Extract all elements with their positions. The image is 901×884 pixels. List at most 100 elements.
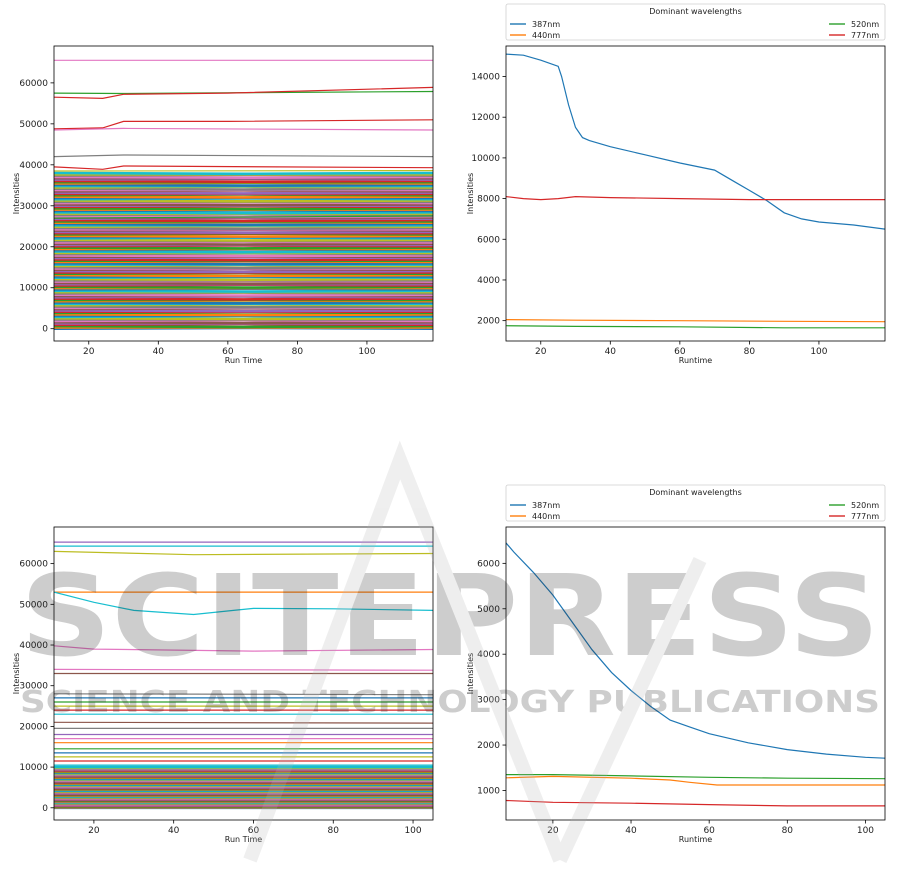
x-tick-label: 80 — [292, 347, 304, 357]
charts-layer: 20 40 60 80 10001000020000300004000050000600… — [12, 3, 886, 844]
legend-entry-520nm: 520nm — [851, 501, 879, 510]
band-line — [54, 320, 433, 325]
x-tick-label: 80 — [328, 826, 340, 836]
x-tick-label: 60 — [674, 347, 686, 357]
x-axis-label: Run Time — [225, 835, 263, 844]
axes-frame — [53, 526, 434, 821]
band-line — [54, 313, 433, 317]
band-line — [54, 195, 433, 199]
series-line — [54, 645, 433, 652]
y-tick-label: 6000 — [477, 559, 500, 569]
y-tick-label: 60000 — [19, 79, 48, 89]
watermark-chevron-stroke — [553, 557, 707, 863]
series-line-440nm — [506, 319, 885, 323]
band-line — [54, 199, 433, 203]
band-line — [54, 218, 433, 223]
band-line — [54, 234, 433, 238]
series-line — [54, 127, 433, 131]
band-line — [54, 226, 433, 231]
watermark-main-text: SCITEPRESS — [20, 552, 880, 682]
legend-entry-387nm: 387nm — [532, 20, 560, 29]
x-tick-label: 40 — [605, 347, 617, 357]
y-tick-label: 12000 — [471, 113, 500, 123]
x-tick-label: 40 — [625, 826, 637, 836]
series-line-777nm — [506, 195, 885, 201]
band-line — [54, 222, 433, 227]
band-line — [54, 254, 433, 258]
band-line — [54, 262, 433, 266]
band-line — [54, 179, 433, 184]
band-line — [54, 301, 433, 305]
y-tick-label: 8000 — [477, 195, 500, 205]
legend: Dominant wavelengths 387nm 440nm 520nm 777nm — [505, 484, 886, 522]
band-line — [54, 273, 433, 278]
series-line — [54, 215, 433, 219]
y-axis-label: Intensities — [466, 173, 475, 214]
axes-frame — [53, 45, 434, 342]
y-tick-label: 5000 — [477, 605, 500, 615]
legend-title: Dominant wavelengths — [649, 7, 742, 16]
x-tick-label: 20 — [535, 347, 547, 357]
y-tick-label: 3000 — [477, 696, 500, 706]
x-axis-label: Run Time — [225, 356, 263, 365]
legend: Dominant wavelengths 387nm 440nm 520nm 777nm — [505, 3, 886, 41]
x-tick-label: 100 — [857, 826, 874, 836]
y-tick-label: 10000 — [471, 154, 500, 164]
band-line — [54, 293, 433, 297]
band-line — [54, 211, 433, 215]
x-tick-label: 80 — [782, 826, 794, 836]
series-line — [54, 165, 433, 170]
series-line — [54, 154, 433, 158]
series-line — [54, 721, 433, 724]
y-tick-label: 14000 — [471, 73, 500, 83]
x-tick-label: 100 — [810, 347, 827, 357]
y-tick-label: 30000 — [19, 202, 48, 212]
x-tick-label: 60 — [248, 826, 260, 836]
x-tick-label: 40 — [168, 826, 180, 836]
x-axis-label: Runtime — [679, 356, 712, 365]
x-tick-label: 40 — [153, 347, 165, 357]
series-line — [54, 668, 433, 671]
series-line-387nm — [506, 53, 885, 230]
series-line-520nm — [506, 774, 885, 780]
series-line — [54, 550, 433, 556]
y-axis-label: Intensities — [12, 653, 21, 694]
band-line — [54, 183, 433, 187]
band-line — [54, 238, 433, 242]
band-line — [54, 269, 433, 274]
y-tick-label: 20000 — [19, 243, 48, 253]
plot-area — [506, 542, 885, 807]
y-tick-label: 0 — [42, 325, 48, 335]
band-line — [54, 175, 433, 180]
band-line — [54, 305, 433, 309]
series-line-520nm — [506, 325, 885, 329]
series-line — [54, 591, 433, 616]
x-tick-label: 100 — [358, 347, 375, 357]
chart-3: 20 40 60 80 100 0 10000 20000 30000 40000 50000 600… — [12, 526, 434, 844]
y-axis-label: Intensities — [12, 173, 21, 214]
band-line — [54, 191, 433, 195]
legend-entry-440nm: 440nm — [532, 512, 560, 521]
series-line — [54, 119, 433, 130]
y-tick-label: 2000 — [477, 741, 500, 751]
series-line — [54, 90, 433, 95]
y-tick-label: 2000 — [477, 317, 500, 327]
x-tick-label: 60 — [222, 347, 234, 357]
y-tick-label: 20000 — [19, 722, 48, 732]
axes-frame — [505, 526, 886, 821]
band-line — [54, 324, 433, 329]
legend-entry-777nm: 777nm — [851, 31, 879, 40]
band-line — [54, 246, 433, 250]
legend-title: Dominant wavelengths — [649, 488, 742, 497]
band-line — [54, 171, 433, 176]
legend-entry-777nm: 777nm — [851, 512, 879, 521]
band-line — [54, 207, 433, 211]
plot-area — [54, 59, 433, 330]
y-tick-label: 40000 — [19, 161, 48, 171]
y-tick-label: 30000 — [19, 682, 48, 692]
legend-box — [505, 3, 886, 41]
plot-area — [54, 541, 433, 810]
legend-entry-520nm: 520nm — [851, 20, 879, 29]
series-line — [54, 86, 433, 100]
